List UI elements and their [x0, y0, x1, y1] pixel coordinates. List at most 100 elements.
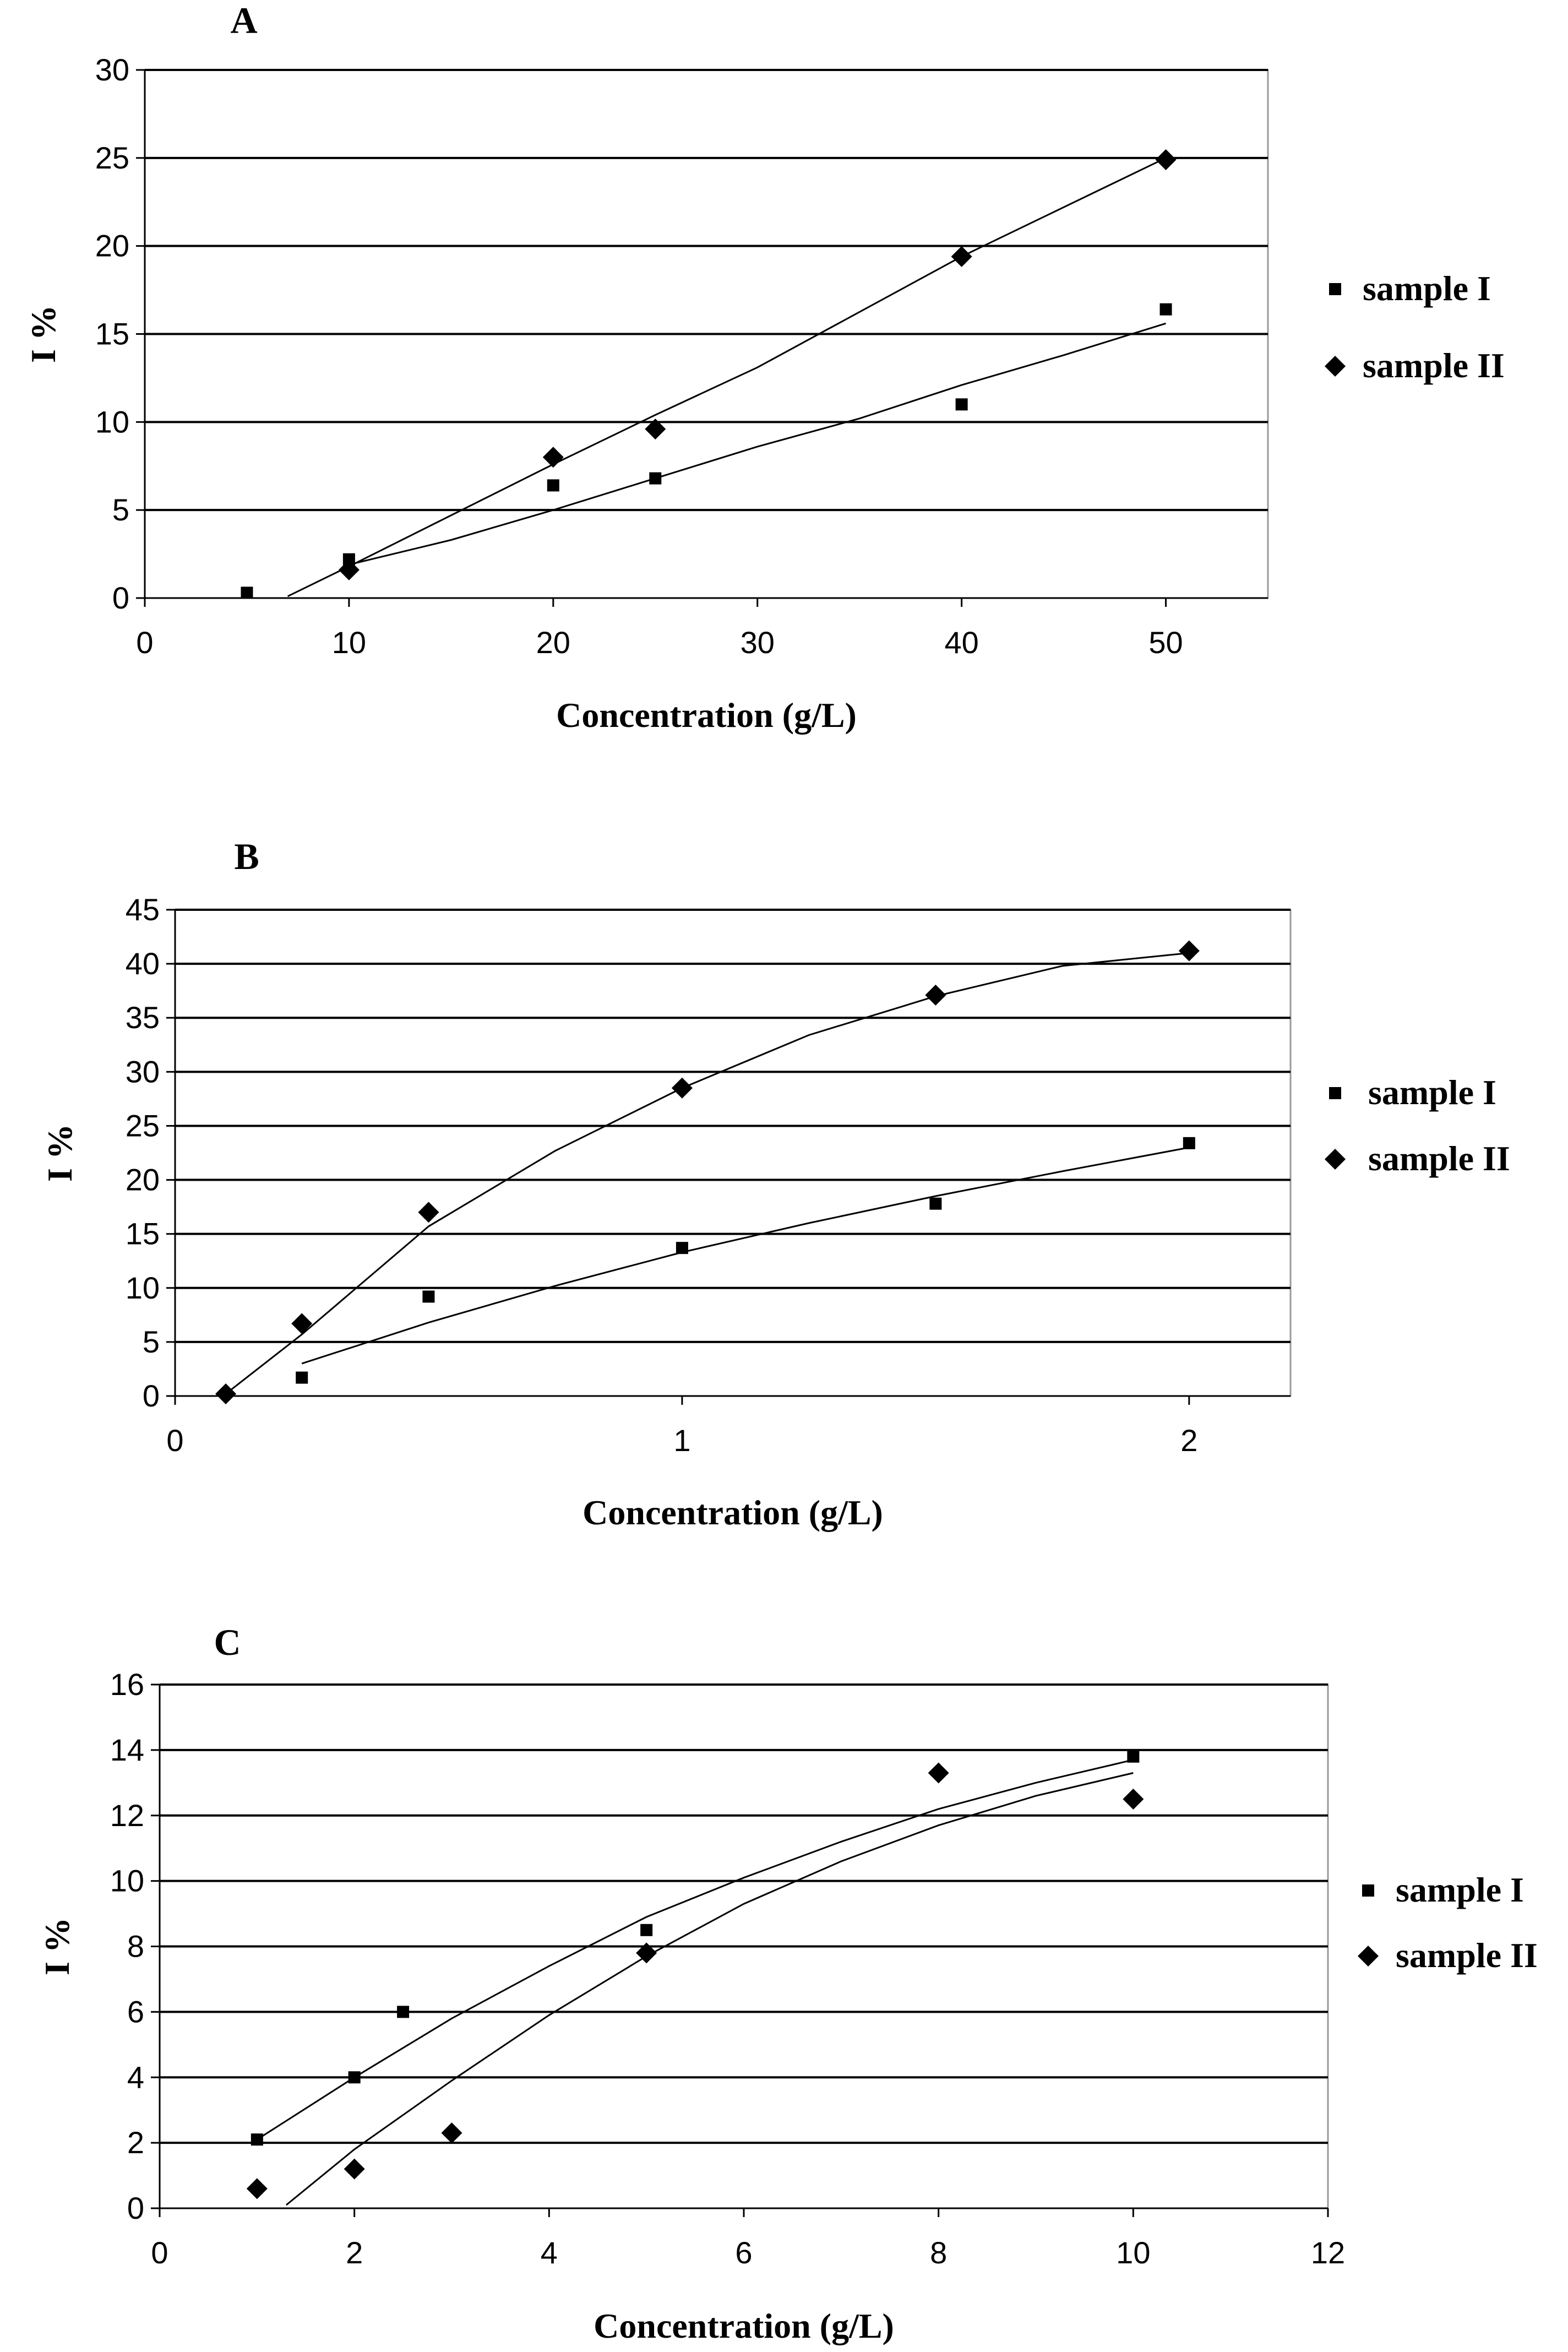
y-tick-label: 25 — [126, 1108, 160, 1143]
legend-item: sample I — [1329, 269, 1491, 308]
trend-line — [301, 1147, 1190, 1365]
data-point — [951, 246, 972, 267]
x-axis-title: Concentration (g/L) — [582, 1493, 883, 1532]
data-point — [928, 1762, 949, 1784]
y-tick-label: 25 — [95, 140, 129, 175]
data-point — [342, 553, 355, 566]
legend-label: sample II — [1396, 1936, 1538, 1975]
y-tick-label: 15 — [126, 1216, 160, 1251]
x-tick-label: 40 — [944, 625, 978, 660]
legend-label: sample I — [1368, 1073, 1496, 1112]
series-sample-ii — [215, 940, 1200, 1405]
x-tick-label: 1 — [673, 1423, 690, 1458]
data-point — [241, 586, 253, 599]
data-point — [955, 398, 968, 411]
y-tick-label: 14 — [110, 1732, 144, 1767]
data-point — [649, 472, 662, 485]
data-point — [296, 1371, 308, 1384]
data-point — [676, 1242, 688, 1254]
data-point — [422, 1290, 435, 1303]
data-point — [418, 1202, 439, 1223]
data-point — [291, 1313, 313, 1334]
data-point — [251, 2133, 263, 2146]
y-tick-label: 10 — [126, 1270, 160, 1305]
y-tick-label: 5 — [143, 1324, 160, 1359]
legend-item: sample II — [1325, 346, 1505, 385]
y-tick-label: 30 — [95, 52, 129, 87]
y-tick-label: 0 — [127, 2191, 144, 2225]
trend-line — [349, 322, 1166, 566]
x-tick-label: 50 — [1148, 625, 1183, 660]
panel-label: A — [230, 0, 257, 41]
x-tick-label: 20 — [536, 625, 570, 660]
data-point — [397, 2006, 410, 2018]
data-point — [640, 1924, 653, 1936]
legend-marker — [1358, 1946, 1379, 1967]
y-tick-label: 2 — [127, 2125, 144, 2160]
y-tick-label: 6 — [127, 1994, 144, 2029]
legend-label: sample II — [1368, 1139, 1510, 1178]
y-tick-label: 8 — [127, 1929, 144, 1964]
data-point — [441, 2122, 462, 2144]
data-point — [542, 447, 564, 468]
y-tick-label: 4 — [127, 2060, 144, 2094]
data-point — [645, 419, 666, 440]
legend-item: sample II — [1325, 1139, 1510, 1178]
data-point — [1159, 303, 1172, 316]
y-tick-label: 15 — [95, 317, 129, 351]
series-sample-ii — [287, 149, 1177, 597]
data-point — [636, 1942, 657, 1964]
x-tick-label: 2 — [1180, 1423, 1197, 1458]
trend-line — [256, 1759, 1134, 2141]
y-tick-label: 45 — [126, 892, 160, 927]
x-tick-label: 6 — [735, 2235, 752, 2270]
data-point — [348, 2071, 361, 2084]
y-tick-label: 20 — [126, 1163, 160, 1197]
data-point — [1183, 1137, 1195, 1149]
trend-line — [285, 1772, 1134, 2206]
legend-label: sample I — [1363, 269, 1491, 308]
data-point — [1178, 940, 1200, 962]
data-point — [338, 559, 360, 580]
legend-item: sample I — [1329, 1073, 1496, 1112]
y-tick-label: 20 — [95, 229, 129, 263]
legend-marker — [1325, 1149, 1346, 1170]
legend-marker — [1329, 283, 1341, 295]
panel-label: B — [234, 835, 259, 877]
data-point — [1127, 1750, 1140, 1763]
chart-panel-b: 0 5 10 15 20 25 30 35 40 45 0 1 2 Concentration (g/L)… — [40, 835, 1510, 1532]
y-tick-label: 12 — [110, 1798, 144, 1833]
x-tick-label: 10 — [332, 625, 366, 660]
data-point — [246, 2178, 268, 2199]
data-point — [344, 2158, 365, 2180]
data-point — [1123, 1789, 1144, 1810]
x-tick-label: 8 — [930, 2235, 947, 2270]
panel-label: C — [214, 1621, 241, 1663]
legend-marker — [1325, 356, 1346, 377]
y-axis-title: I % — [40, 1124, 79, 1182]
legend-label: sample II — [1363, 346, 1505, 385]
series-sample-i — [251, 1750, 1140, 2146]
data-point — [1155, 149, 1177, 171]
x-axis-title: Concentration (g/L) — [594, 2306, 894, 2345]
data-point — [671, 1077, 693, 1099]
series-sample-i — [241, 303, 1172, 599]
y-tick-label: 0 — [112, 580, 129, 615]
y-tick-label: 30 — [126, 1054, 160, 1089]
legend-item: sample I — [1362, 1870, 1524, 1909]
chart-panel-c: 0 2 4 6 8 10 12 14 16 0 2 4 6 8 10 12 Concentration (g/L… — [37, 1621, 1538, 2345]
y-tick-label: 5 — [112, 492, 129, 527]
data-point — [547, 479, 559, 492]
data-point — [925, 985, 946, 1006]
trend-line — [287, 157, 1167, 597]
chart-panel-a: 0 5 10 15 20 25 30 0 10 20 30 40 50 Concentration (g/… — [24, 0, 1505, 735]
x-tick-label: 2 — [346, 2235, 363, 2270]
x-tick-label: 10 — [1116, 2235, 1150, 2270]
legend-label: sample I — [1396, 1870, 1524, 1909]
y-tick-label: 0 — [143, 1378, 160, 1413]
y-tick-label: 40 — [126, 946, 160, 981]
y-tick-label: 10 — [110, 1864, 144, 1898]
x-tick-label: 0 — [166, 1423, 183, 1458]
y-axis-title: I % — [37, 1918, 77, 1975]
